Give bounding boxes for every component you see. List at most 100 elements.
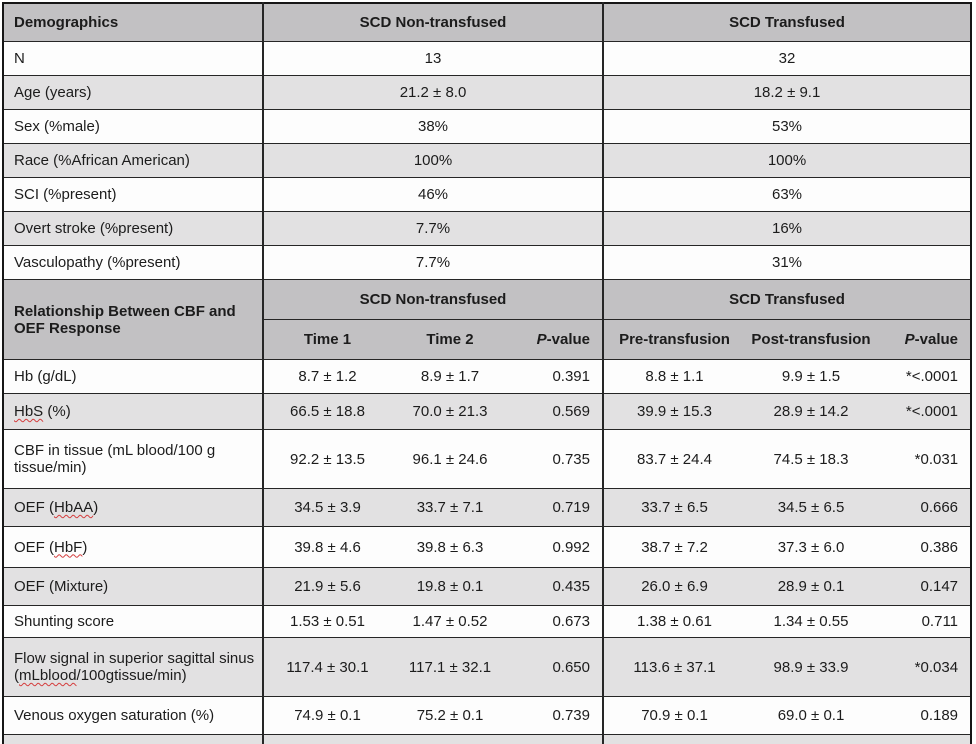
- row-oef-hbf: OEF (HbF) 39.8 ± 4.6 39.8 ± 6.3 0.992 38…: [3, 526, 972, 568]
- label-text: OEF (: [14, 538, 54, 556]
- value-post: 1.34 ± 0.55: [745, 605, 877, 638]
- label-misspelled: HbS: [14, 403, 44, 420]
- row-label: Age (years): [3, 75, 264, 110]
- value-transfused: 32: [603, 41, 972, 76]
- value-transfused: 16%: [603, 211, 972, 246]
- value-transfused: 53%: [603, 109, 972, 144]
- value-time1: 92.2 ± 13.5: [263, 429, 391, 489]
- row-oef-hbaa: OEF (HbAA) 34.5 ± 3.9 33.7 ± 7.1 0.719 3…: [3, 488, 972, 527]
- value-p-left: 0.992: [509, 526, 604, 568]
- value-p-right: 0.189: [877, 696, 972, 735]
- label-text: Venous oxygen saturation (%): [14, 707, 215, 724]
- value-post: 37.3 ± 6.0: [745, 526, 877, 568]
- value-p-right: 0.711: [877, 605, 972, 638]
- label-text: Hb (g/dL): [14, 368, 77, 385]
- header-time2: Time 2: [391, 319, 509, 360]
- value-p-left: 0.739: [509, 696, 604, 735]
- value-p-right: 0.386: [877, 526, 972, 568]
- header-scd-transfused: SCD Transfused: [603, 2, 972, 42]
- label-misspelled: mLblood: [19, 667, 77, 684]
- row-label: OEF (Mixture): [3, 567, 264, 606]
- value-time2: 8.9 ± 1.7: [391, 359, 509, 394]
- value-pre: 39.9 ± 15.3: [603, 393, 745, 430]
- value-non-transfused: 38%: [263, 109, 604, 144]
- value-pre: 1.38 ± 0.61: [603, 605, 745, 638]
- label-text: CBF in tissue (mL blood/100 g tissue/min…: [14, 442, 216, 476]
- row-overt-stroke: Overt stroke (%present) 7.7% 16%: [3, 211, 972, 246]
- value-p-left: 0.391: [509, 359, 604, 394]
- value-time2: 19.8 ± 0.1: [391, 567, 509, 606]
- value-time1: 74.9 ± 0.1: [263, 696, 391, 735]
- label-misspelled: HbF: [54, 538, 83, 556]
- value-p-right: *<.0001: [877, 393, 972, 430]
- relationship-subheader-row: Time 1 Time 2 P-value Pre-transfusion Po…: [3, 319, 972, 360]
- value-post: 28.9 ± 14.2: [745, 393, 877, 430]
- value-post: 98.9 ± 33.9: [745, 637, 877, 697]
- value-pre: 26.0 ± 6.9: [603, 567, 745, 606]
- value-post: 34.5 ± 6.5: [745, 488, 877, 527]
- value-time1: 1.53 ± 0.51: [263, 605, 391, 638]
- value-time1: 34.5 ± 3.9: [263, 488, 391, 527]
- row-label: Sex (%male): [3, 109, 264, 144]
- value-time2: 117.1 ± 32.1: [391, 637, 509, 697]
- value-p-left: 0.071: [509, 734, 604, 744]
- header-p-value-left: P-value: [509, 319, 604, 360]
- label-text: Shunting score: [14, 613, 115, 630]
- value-p-right: *0.034: [877, 637, 972, 697]
- value-non-transfused: 7.7%: [263, 211, 604, 246]
- row-sci: SCI (%present) 46% 63%: [3, 177, 972, 212]
- value-time1: 39.8 ± 4.6: [263, 526, 391, 568]
- row-age: Age (years) 21.2 ± 8.0 18.2 ± 9.1: [3, 75, 972, 110]
- value-pre: 70.9 ± 0.1: [603, 696, 745, 735]
- row-label: Race (%African American): [3, 143, 264, 178]
- row-arterial-oxygen: Arterial oxygen saturation (%) 96.3 ± 2.…: [3, 734, 972, 744]
- value-transfused: 31%: [603, 245, 972, 280]
- label-text: OEF (Mixture): [14, 578, 109, 595]
- value-p-left: 0.719: [509, 488, 604, 527]
- value-p-left: 0.673: [509, 605, 604, 638]
- row-label: Arterial oxygen saturation (%): [3, 734, 264, 744]
- value-time2: 39.8 ± 6.3: [391, 526, 509, 568]
- row-label: HbS (%): [3, 393, 264, 430]
- label-misspelled: HbAA: [54, 499, 94, 516]
- value-p-right: *<.0001: [877, 359, 972, 394]
- row-flow-signal: Flow signal in superior sagittal sinus (…: [3, 637, 972, 697]
- header-demographics: Demographics: [3, 2, 264, 42]
- header-pre-transfusion: Pre-transfusion: [603, 319, 745, 360]
- value-transfused: 100%: [603, 143, 972, 178]
- value-non-transfused: 7.7%: [263, 245, 604, 280]
- header-relationship-title: Relationship Between CBF and OEF Respons…: [3, 279, 264, 360]
- row-shunting-score: Shunting score 1.53 ± 0.51 1.47 ± 0.52 0…: [3, 605, 972, 638]
- value-p-left: 0.569: [509, 393, 604, 430]
- label-text: OEF (: [14, 499, 54, 516]
- value-time2: 33.7 ± 7.1: [391, 488, 509, 527]
- row-label: Vasculopathy (%present): [3, 245, 264, 280]
- row-label: Venous oxygen saturation (%): [3, 696, 264, 735]
- value-time2: 1.47 ± 0.52: [391, 605, 509, 638]
- row-vasculopathy: Vasculopathy (%present) 7.7% 31%: [3, 245, 972, 280]
- value-time2: 93.8 ± 4.9: [391, 734, 509, 744]
- header-group-non-transfused: SCD Non-transfused: [263, 279, 604, 320]
- value-post: 69.0 ± 0.1: [745, 696, 877, 735]
- value-time1: 21.9 ± 5.6: [263, 567, 391, 606]
- value-pre: 83.7 ± 24.4: [603, 429, 745, 489]
- value-post: 9.9 ± 1.5: [745, 359, 877, 394]
- row-sex: Sex (%male) 38% 53%: [3, 109, 972, 144]
- label-text: ): [93, 499, 99, 516]
- row-venous-oxygen: Venous oxygen saturation (%) 74.9 ± 0.1 …: [3, 696, 972, 735]
- header-post-transfusion: Post-transfusion: [745, 319, 877, 360]
- label-text: (%): [43, 403, 71, 420]
- value-p-left: 0.735: [509, 429, 604, 489]
- relationship-header-row: Relationship Between CBF and OEF Respons…: [3, 279, 972, 360]
- value-pre: 33.7 ± 6.5: [603, 488, 745, 527]
- value-post: 96.4 ± 2.4: [745, 734, 877, 744]
- value-time1: 66.5 ± 18.8: [263, 393, 391, 430]
- value-pre: 95.7 ± 2.4: [603, 734, 745, 744]
- row-n: N 13 32: [3, 41, 972, 76]
- row-race: Race (%African American) 100% 100%: [3, 143, 972, 178]
- value-post: 28.9 ± 0.1: [745, 567, 877, 606]
- header-scd-non-transfused: SCD Non-transfused: [263, 2, 604, 42]
- value-p-left: 0.435: [509, 567, 604, 606]
- header-group-transfused: SCD Transfused: [603, 279, 972, 320]
